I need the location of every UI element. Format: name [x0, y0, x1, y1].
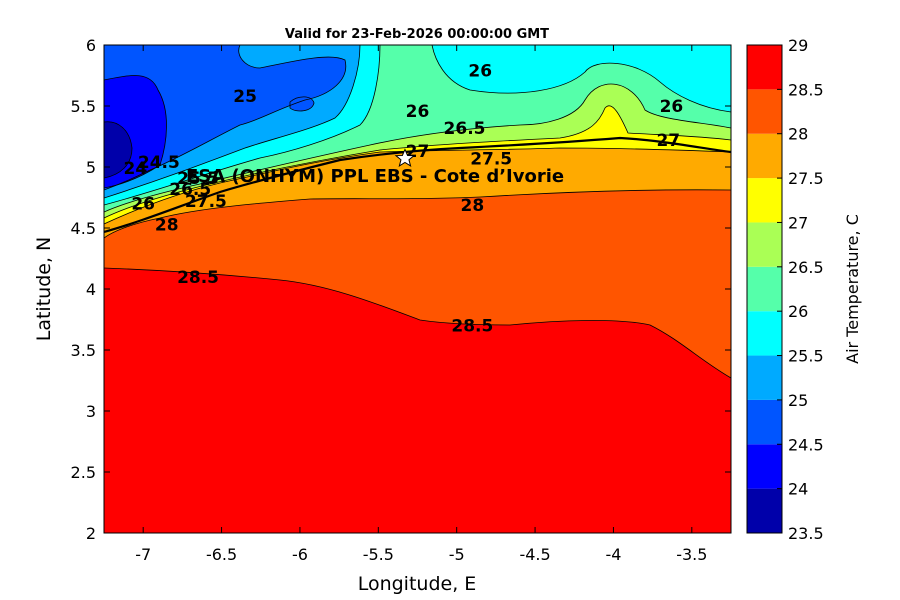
colorbar-segment — [747, 133, 782, 179]
x-tick-label: -7 — [135, 545, 151, 564]
colorbar-segment — [747, 222, 782, 267]
colorbar-tick-label: 26.5 — [788, 258, 824, 277]
station-label: ESA (ONHYM) PPL EBS - Cote d’Ivorie — [186, 166, 564, 187]
y-tick-label: 5 — [86, 158, 96, 177]
contour-label: 27.5 — [185, 192, 227, 212]
y-tick-label: 4 — [86, 280, 96, 299]
contour-labels: 28.528.5282827.527.5272726.526.526262626… — [124, 62, 684, 337]
x-tick-label: -5.5 — [363, 545, 394, 564]
contour-label: 25.5 — [177, 169, 219, 189]
contour-label: 26.5 — [169, 180, 211, 200]
contour-label: 26 — [131, 195, 155, 215]
colorbar-tick-label: 25.5 — [788, 347, 824, 366]
station-star-icon — [394, 148, 416, 168]
colorbar-tick-label: 28.5 — [788, 80, 824, 99]
chart-title: Valid for 23-Feb-2026 00:00:00 GMT — [285, 27, 549, 42]
contour-label: 26 — [406, 102, 430, 122]
coastline — [104, 136, 731, 234]
contour-label: 28.5 — [177, 268, 219, 288]
colorbar-ticks: 23.5 24 24.5 25 25.5 26 26.5 27 27.5 28 28.5 29 — [777, 36, 824, 543]
x-axis: -7 -6.5 -6 -5.5 -5 -4.5 -4 -3.5 — [135, 45, 707, 564]
x-axis-label: Longitude, E — [358, 573, 477, 595]
contour-label: 24.5 — [138, 153, 180, 173]
y-tick-label: 4.5 — [71, 219, 96, 238]
colorbar-segment — [747, 444, 782, 489]
y-tick-label: 5.5 — [71, 97, 96, 116]
region-23-5-24 — [104, 121, 132, 178]
colorbar-tick-label: 25 — [788, 391, 808, 410]
colorbar-segment — [747, 89, 782, 134]
colorbar-tick-label: 27 — [788, 213, 808, 232]
contour-label: 27.5 — [470, 149, 512, 169]
colorbar-segment — [747, 488, 782, 533]
colorbar-tick-label: 29 — [788, 36, 808, 55]
y-tick-label: 6 — [86, 36, 96, 55]
colorbar-tick-label: 23.5 — [788, 524, 824, 543]
contour-label: 24 — [124, 159, 148, 179]
x-tick-label: -6 — [292, 545, 308, 564]
y-tick-label: 2 — [86, 524, 96, 543]
colorbar-frame — [746, 44, 783, 534]
contour-label: 28 — [461, 196, 485, 216]
y-axis-label: Latitude, N — [33, 237, 55, 342]
y-tick-label: 3.5 — [71, 341, 96, 360]
contour-label: 28.5 — [451, 317, 493, 337]
colorbar-segment — [747, 178, 782, 223]
x-tick-label: -4 — [605, 545, 621, 564]
contour-label: 25 — [233, 87, 257, 107]
colorbar — [747, 45, 782, 533]
y-tick-label: 2.5 — [71, 463, 96, 482]
colorbar-tick-label: 27.5 — [788, 169, 824, 188]
contour-label: 28 — [155, 215, 179, 235]
colorbar-tick-label: 28 — [788, 125, 808, 144]
colorbar-segment — [747, 355, 782, 400]
contour-label: 26 — [468, 62, 492, 82]
y-axis: 2 2.5 3 3.5 4 4.5 5 5.5 6 — [71, 36, 731, 543]
colorbar-tick-label: 24 — [788, 480, 808, 499]
colorbar-segment — [747, 399, 782, 445]
x-tick-label: -5 — [449, 545, 465, 564]
colorbar-tick-label: 24.5 — [788, 435, 824, 454]
colorbar-segment — [747, 45, 782, 90]
contour-label: 27 — [656, 131, 680, 151]
x-tick-label: -4.5 — [519, 545, 550, 564]
colorbar-tick-label: 26 — [788, 302, 808, 321]
contour-label: 26 — [660, 97, 684, 117]
colorbar-segment — [747, 266, 782, 312]
x-tick-label: -3.5 — [676, 545, 707, 564]
x-tick-label: -6.5 — [206, 545, 237, 564]
contour-label: 26.5 — [444, 119, 486, 139]
colorbar-label: Air Temperature, C — [843, 214, 862, 364]
station-marker — [394, 148, 416, 168]
contour-plot-area — [104, 45, 731, 533]
y-tick-label: 3 — [86, 402, 96, 421]
contour-lines — [104, 45, 731, 379]
region-24-5-25 — [104, 45, 346, 190]
colorbar-segment — [747, 311, 782, 356]
